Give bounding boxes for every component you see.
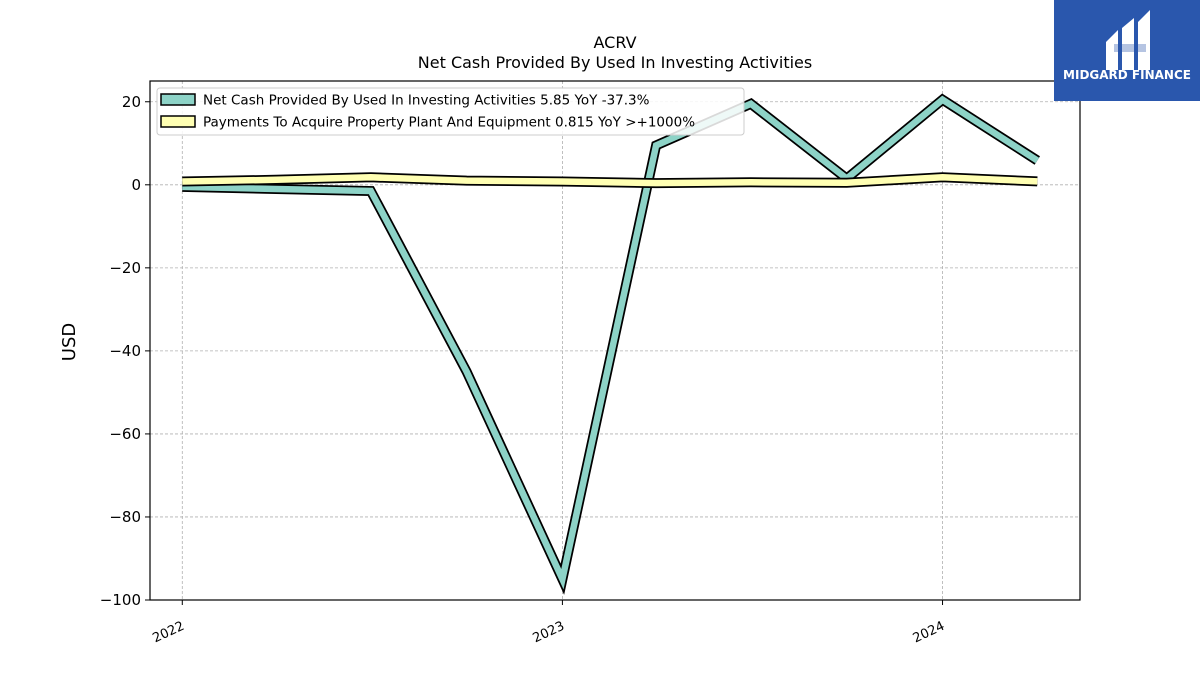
legend-swatch-ppe	[160, 115, 196, 128]
series-lines	[182, 93, 1040, 595]
brand-name: MIDGARD FINANCE	[1063, 68, 1191, 82]
y-tick-label: 20	[122, 93, 141, 111]
chart-subtitle: Net Cash Provided By Used In Investing A…	[418, 53, 812, 72]
y-tick-label: 0	[131, 176, 141, 194]
legend-label-net-cash: Net Cash Provided By Used In Investing A…	[203, 93, 650, 109]
x-tick-label: 2022	[150, 619, 186, 647]
y-tick-label: −40	[109, 342, 141, 360]
legend-label-ppe: Payments To Acquire Property Plant And E…	[203, 115, 695, 131]
brand-mark-icon	[1106, 10, 1150, 70]
x-tick-label: 2024	[911, 619, 947, 647]
series-line-0	[182, 95, 1040, 590]
legend-box	[156, 87, 745, 136]
legend-swatch-net-cash	[160, 93, 196, 106]
x-tick-label: 2023	[531, 619, 567, 647]
y-tick-label: −60	[109, 425, 141, 443]
plot-frame	[149, 80, 1081, 601]
y-tick-label: −80	[109, 508, 141, 526]
y-tick-label: −20	[109, 259, 141, 277]
chart-title: ACRV	[593, 33, 636, 52]
legend: Net Cash Provided By Used In Investing A…	[156, 87, 745, 136]
brand-logo: MIDGARD FINANCE	[1054, 0, 1200, 101]
y-tick-label: −100	[100, 591, 141, 609]
series-outline-0	[182, 93, 1040, 595]
series-line-1	[182, 174, 1038, 187]
y-axis-label: USD	[59, 323, 80, 361]
